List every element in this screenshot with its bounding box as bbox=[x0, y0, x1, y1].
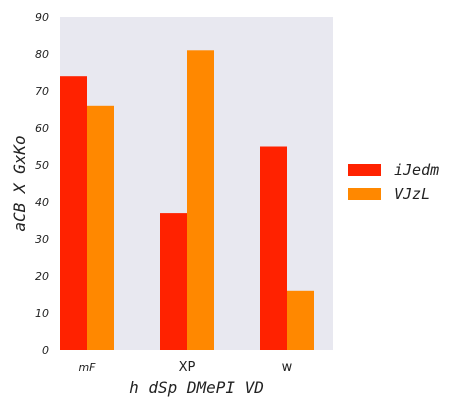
bar-iJedm-XP bbox=[160, 213, 187, 350]
y-tick-label: 80 bbox=[35, 48, 49, 61]
x-tick-label: w bbox=[282, 360, 293, 375]
y-tick-label: 40 bbox=[35, 196, 49, 209]
x-tick-label: mF bbox=[78, 361, 96, 374]
legend-swatch-iJedm bbox=[348, 164, 381, 176]
y-tick-labels: 0 10 20 30 40 50 60 70 80 90 bbox=[35, 11, 49, 357]
legend-label-VJzL: VJzL bbox=[394, 185, 430, 203]
y-tick-label: 10 bbox=[35, 307, 49, 320]
bars-group bbox=[60, 50, 314, 351]
y-tick-label: 50 bbox=[35, 159, 49, 172]
y-tick-label: 60 bbox=[35, 122, 49, 135]
y-tick-label: 20 bbox=[35, 270, 49, 283]
y-axis-title: aCB X GxKo bbox=[10, 135, 29, 231]
y-tick-label: 0 bbox=[42, 344, 49, 357]
bar-iJedm-w bbox=[260, 146, 287, 350]
x-tick-label: XP bbox=[179, 360, 196, 375]
legend-swatch-VJzL bbox=[348, 188, 381, 200]
legend: iJedm VJzL bbox=[348, 161, 439, 203]
legend-label-iJedm: iJedm bbox=[394, 161, 439, 179]
x-axis-title: h dSp DMePI VD bbox=[129, 378, 264, 397]
y-tick-label: 30 bbox=[35, 233, 49, 246]
bar-VJzL-mF bbox=[87, 105, 114, 350]
bar-VJzL-XP bbox=[187, 50, 214, 351]
y-tick-label: 90 bbox=[35, 11, 49, 24]
x-tick-labels: mF XP w bbox=[78, 360, 292, 375]
bar-VJzL-w bbox=[287, 290, 314, 350]
y-tick-label: 70 bbox=[35, 85, 49, 98]
bar-iJedm-mF bbox=[60, 76, 87, 350]
